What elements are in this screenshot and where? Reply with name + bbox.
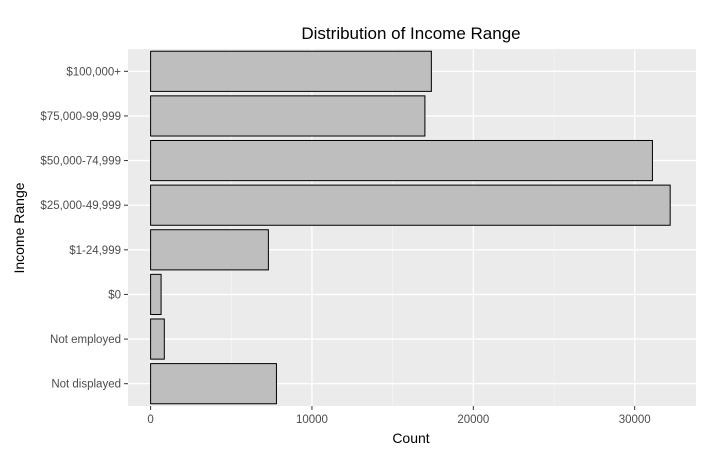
x-tick-label: 0 (147, 414, 153, 426)
y-tick-label: $25,000-49,999 (40, 200, 121, 212)
bar (150, 318, 165, 360)
x-tick-label: 30000 (619, 414, 651, 426)
x-axis-ticks: 0 10000 20000 30000 (147, 406, 651, 426)
bar (150, 229, 269, 271)
y-tick-label: $75,000-99,999 (40, 111, 121, 123)
bar (150, 273, 162, 316)
y-tick-label: $50,000-74,999 (40, 156, 121, 168)
y-tick-label: Not employed (50, 334, 121, 346)
y-axis-title: Income Range (11, 182, 27, 273)
y-axis-ticks: $100,000+ $75,000-99,999 $50,000-74,999 $25… (40, 66, 128, 391)
y-tick-label: $100,000+ (66, 66, 121, 78)
x-axis-title: Count (392, 430, 429, 446)
x-tick-label: 20000 (457, 414, 489, 426)
y-tick-label: Not displayed (51, 379, 121, 391)
y-tick-label: $1-24,999 (69, 245, 121, 257)
chart-title: Distribution of Income Range (301, 24, 520, 43)
bar (150, 184, 671, 226)
bars (150, 50, 671, 405)
bar (150, 95, 426, 137)
y-tick-label: $0 (108, 289, 121, 301)
bar (150, 139, 653, 182)
bar (150, 50, 432, 92)
bar (150, 363, 277, 405)
x-tick-label: 10000 (296, 414, 328, 426)
